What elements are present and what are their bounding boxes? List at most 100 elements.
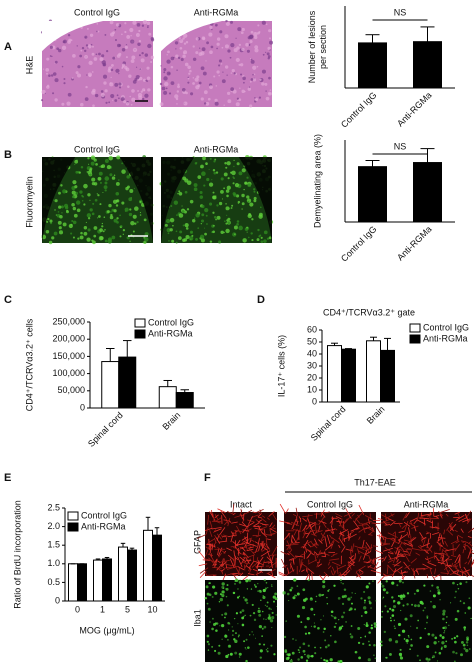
texture: [240, 63, 244, 67]
texture: [236, 525, 242, 535]
texture: [399, 594, 403, 599]
texture: [52, 92, 55, 95]
texture: [247, 519, 255, 523]
texture: [241, 521, 247, 527]
bar: [127, 549, 137, 602]
texture: [298, 651, 301, 654]
texture: [292, 638, 294, 640]
texture: [452, 650, 455, 654]
texture: [327, 644, 330, 647]
texture: [295, 537, 299, 543]
texture: [457, 534, 464, 539]
texture: [216, 533, 222, 540]
texture: [221, 582, 225, 586]
texture: [207, 649, 210, 651]
texture: [269, 619, 274, 623]
texture: [81, 46, 85, 50]
texture: [467, 535, 472, 539]
texture: [468, 527, 474, 534]
texture: [177, 236, 182, 241]
texture: [70, 232, 73, 235]
texture: [391, 608, 395, 612]
texture: [88, 163, 90, 165]
texture: [187, 76, 190, 79]
texture: [225, 19, 228, 23]
texture: [408, 522, 416, 528]
texture: [443, 632, 445, 634]
texture: [87, 72, 92, 77]
texture: [224, 162, 227, 165]
y-tick-label: 10: [307, 384, 317, 394]
texture: [413, 570, 415, 576]
texture: [178, 191, 183, 196]
texture: [94, 198, 98, 202]
texture: [339, 531, 343, 536]
micrograph: [204, 578, 278, 663]
texture: [348, 561, 355, 566]
bar: [158, 386, 177, 409]
texture: [72, 236, 75, 239]
y-tick-label: 100,000: [52, 368, 85, 378]
texture: [396, 555, 400, 558]
texture: [214, 591, 218, 595]
texture: [292, 596, 296, 600]
texture: [228, 644, 231, 648]
texture: [332, 615, 334, 618]
texture: [394, 627, 396, 630]
texture: [116, 155, 121, 160]
texture: [401, 629, 406, 633]
texture: [437, 588, 441, 592]
texture: [441, 548, 449, 555]
texture: [59, 214, 63, 219]
texture: [324, 543, 333, 551]
texture: [335, 513, 343, 518]
texture: [205, 163, 208, 166]
texture: [338, 525, 343, 527]
texture: [280, 550, 287, 555]
texture: [270, 533, 276, 535]
texture: [214, 534, 217, 538]
texture: [413, 604, 417, 608]
texture: [381, 542, 390, 545]
texture: [257, 513, 262, 518]
texture: [54, 98, 58, 102]
texture: [466, 518, 472, 525]
texture: [268, 511, 275, 517]
texture: [235, 578, 239, 582]
texture: [49, 219, 53, 223]
texture: [237, 27, 242, 32]
texture: [118, 73, 120, 75]
texture: [163, 67, 167, 72]
texture: [300, 545, 307, 548]
texture: [377, 575, 385, 584]
texture: [214, 649, 217, 653]
texture: [219, 540, 228, 543]
texture: [263, 578, 267, 582]
texture: [360, 615, 363, 617]
texture: [324, 639, 327, 642]
texture: [182, 224, 185, 227]
texture: [427, 514, 432, 517]
texture: [370, 569, 382, 574]
texture: [373, 644, 376, 647]
texture: [231, 521, 238, 524]
texture: [444, 548, 456, 552]
texture: [299, 646, 301, 649]
texture: [213, 563, 218, 566]
texture: [260, 599, 262, 601]
texture: [213, 171, 217, 175]
texture: [166, 228, 171, 233]
texture: [263, 528, 266, 535]
texture: [296, 592, 300, 596]
texture: [223, 534, 229, 537]
texture: [441, 641, 445, 645]
texture: [237, 556, 243, 567]
texture: [430, 600, 432, 603]
texture: [423, 518, 426, 526]
texture: [373, 561, 379, 570]
texture: [347, 597, 351, 601]
texture: [299, 522, 302, 533]
texture: [190, 231, 193, 234]
texture: [253, 196, 257, 200]
texture: [89, 173, 92, 176]
